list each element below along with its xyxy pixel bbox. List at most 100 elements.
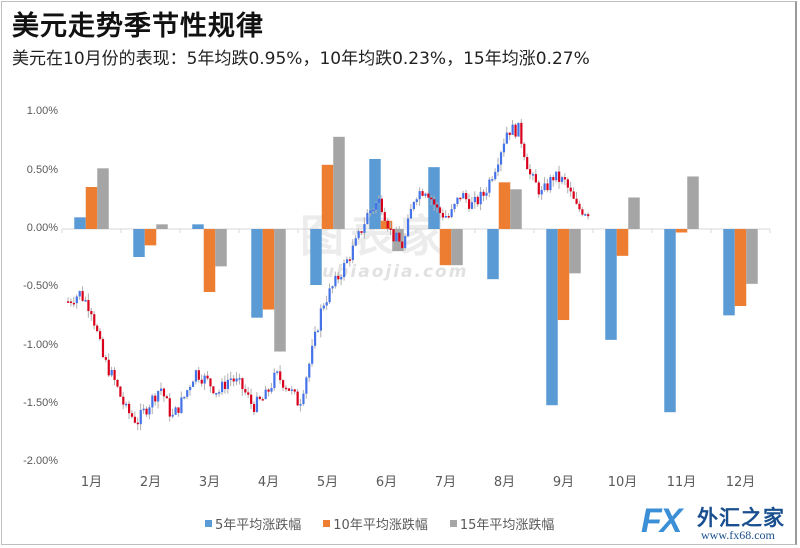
y-tick-label: -0.50% [23,280,58,293]
candle-up [255,396,259,412]
legend-label-5yr: 5年平均涨跌幅 [215,518,302,533]
candle-down [566,179,569,188]
candle-up [409,209,413,219]
candle-down [438,207,442,214]
bar-5yr [369,158,381,229]
x-tick-label: 12月 [725,475,756,490]
candle-down [534,174,537,183]
bar-5yr [74,217,86,229]
bar-10yr [616,229,629,256]
candle-down [436,204,439,208]
candle-up [540,189,543,195]
candle-down [81,291,84,301]
candle-down [427,193,430,198]
candle-up [215,393,218,395]
candle-up [485,192,488,196]
bar-5yr [487,229,499,280]
candle-down [578,203,581,210]
x-tick-label: 3月 [198,475,221,490]
candle-down [523,143,526,158]
candle-up [238,378,241,380]
candle-down [252,403,256,412]
candle-up [203,375,206,384]
candle-down [136,422,139,425]
candle-up [191,381,195,387]
candle-down [537,182,540,195]
candle-down [284,387,288,390]
candle-up [313,331,317,346]
x-tick-label: 4月 [257,475,280,490]
y-tick-label: -1.00% [23,338,58,351]
candle-up [276,371,279,373]
logo-url: www.fx68.com [701,528,775,542]
candle-down [69,301,73,303]
candle-up [369,210,372,213]
candle-up [322,305,325,309]
candle-up [343,263,346,278]
candle-down [232,378,235,382]
x-tick-label: 10月 [607,475,638,490]
logo-brand-name: 外汇之家 [697,506,785,530]
candle-down [398,232,401,242]
candle-down [482,191,485,196]
legend-item-5yr: 5年平均涨跌幅 [205,514,301,533]
candle-down [267,389,270,392]
bar-10yr [203,229,216,293]
candle-up [357,231,360,239]
candle-up [494,171,497,180]
candle-down [113,369,116,380]
candle-down [476,196,479,205]
candle-up [395,232,398,242]
x-tick-label: 2月 [139,475,162,490]
bar-15yr [392,229,404,252]
candle-down [467,199,471,209]
candle-up [340,277,343,280]
bar-15yr [215,229,227,267]
candle-down [508,132,511,135]
candle-up [345,259,349,264]
candle-down [162,388,166,397]
candle-up [351,245,354,261]
candle-up [456,197,459,204]
candle-down [546,183,549,191]
bar-15yr [746,229,758,284]
candle-down [247,392,250,395]
bar-15yr [687,176,699,229]
candle-up [319,308,322,331]
bar-5yr [546,229,558,406]
candle-down [293,389,296,392]
candle-down [459,197,462,200]
bar-10yr [439,229,452,266]
legend-swatch-15yr [449,520,457,527]
candle-down [197,370,200,380]
candle-up [473,196,476,203]
legend-item-10yr: 10年平均涨跌幅 [323,514,428,533]
bar-5yr [251,229,263,318]
x-tick-label: 5月 [316,475,339,490]
candle-down [145,408,148,415]
candle-up [159,388,163,391]
candle-up [372,209,375,212]
candle-up [453,203,456,210]
candle-up [302,393,305,405]
candle-down [130,413,134,417]
candle-down [209,378,212,387]
y-tick-label: 1.00% [26,105,58,118]
candle-up [78,291,81,297]
candle-up [488,179,491,193]
candle-down [258,396,261,400]
candle-down [587,214,590,217]
candle-up [363,224,366,233]
candle-down [93,314,96,326]
candle-up [531,174,535,176]
candle-up [226,379,230,389]
watermark-url: tubiaojia.com [312,262,469,282]
legend-item-15yr: 15年平均涨跌幅 [449,514,554,533]
candle-down [128,403,131,414]
bar-10yr [321,164,334,229]
candle-down [383,212,386,221]
x-tick-label: 8月 [493,475,516,490]
bar-10yr [557,229,570,321]
candle-down [90,311,93,315]
